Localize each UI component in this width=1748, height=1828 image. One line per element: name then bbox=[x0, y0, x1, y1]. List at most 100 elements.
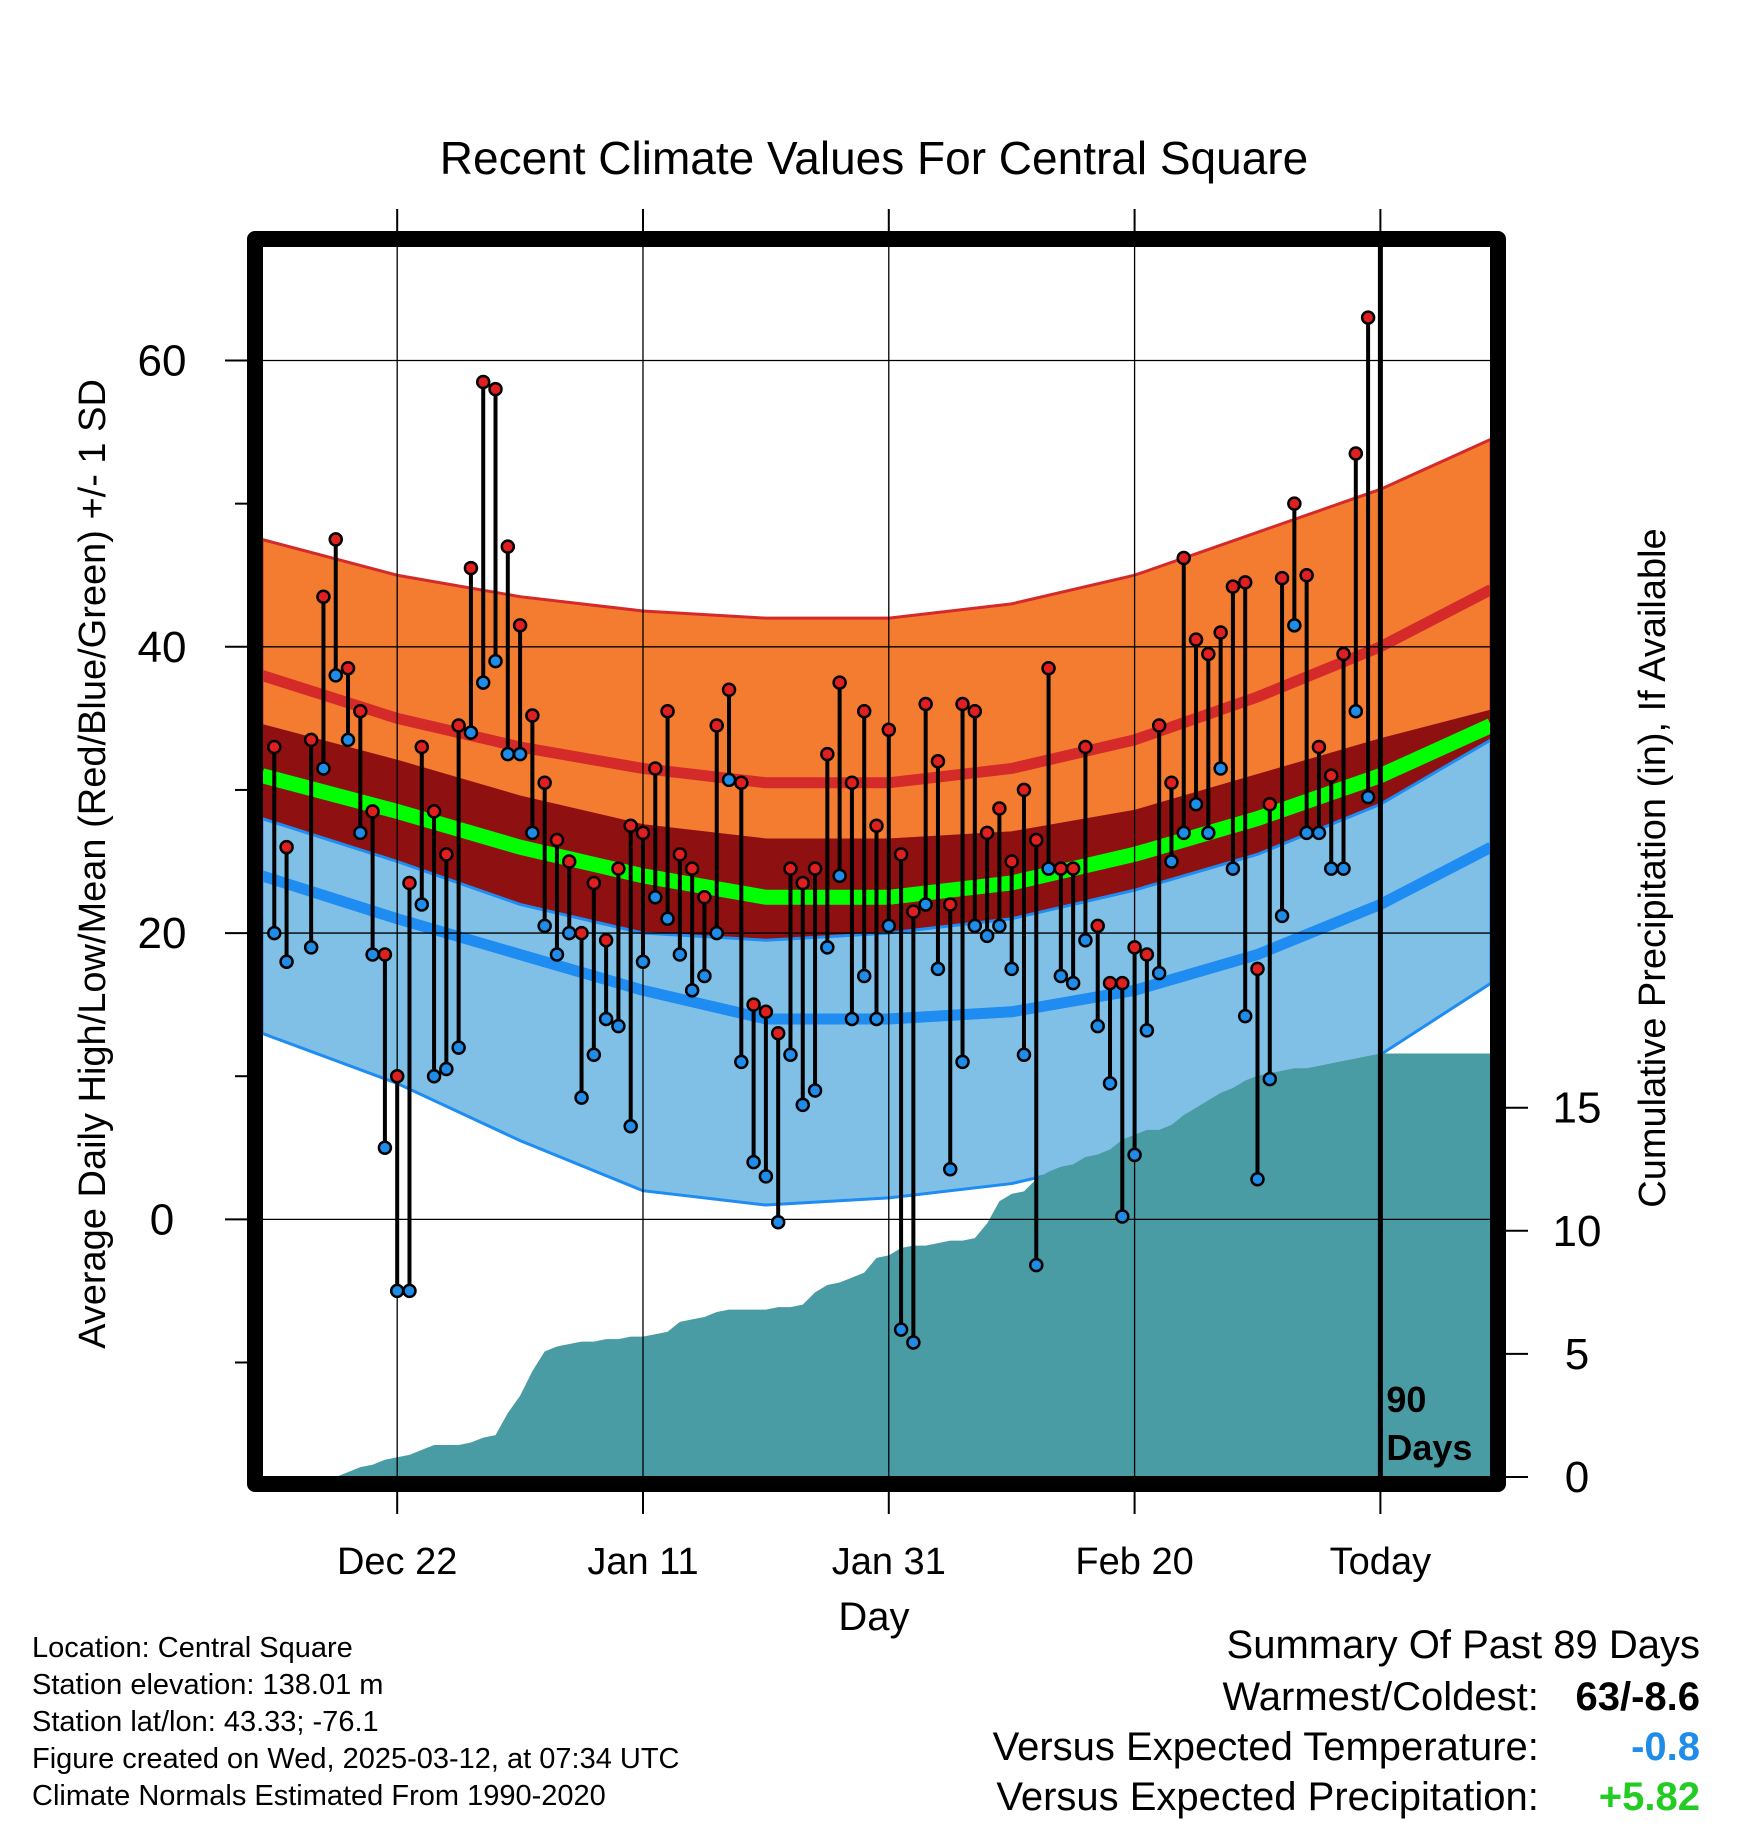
station-info: Location: Central Square Station elevati… bbox=[32, 1630, 680, 1815]
daily-low-point bbox=[303, 940, 319, 955]
daily-low-point bbox=[1004, 961, 1019, 977]
daily-low-point bbox=[734, 1054, 749, 1070]
daily-low-point bbox=[525, 825, 540, 841]
daily-low-point bbox=[807, 1083, 823, 1098]
daily-low-point bbox=[279, 954, 294, 969]
daily-high-point bbox=[795, 875, 811, 891]
daily-high-point bbox=[721, 682, 737, 697]
daily-high-point bbox=[1213, 625, 1228, 640]
daily-low-point bbox=[1078, 932, 1093, 948]
daily-low-point bbox=[1176, 825, 1191, 841]
daily-high-point bbox=[598, 932, 614, 948]
daily-low-point bbox=[930, 961, 946, 977]
daily-high-point bbox=[672, 847, 688, 862]
daily-high-point bbox=[537, 775, 552, 791]
daily-low-point bbox=[537, 918, 552, 934]
daily-high-point bbox=[1348, 446, 1364, 461]
chart-title: Recent Climate Values For Central Square bbox=[440, 132, 1308, 184]
daily-high-point bbox=[844, 775, 860, 791]
daily-low-point bbox=[549, 947, 565, 962]
daily-low-point bbox=[1139, 1023, 1155, 1038]
daily-low-point bbox=[1348, 703, 1364, 719]
daily-low-point bbox=[1274, 908, 1290, 924]
daily-low-point bbox=[488, 653, 503, 669]
daily-low-point bbox=[463, 725, 479, 740]
daily-low-point bbox=[1201, 825, 1216, 841]
daily-low-point bbox=[574, 1090, 589, 1105]
warmest-coldest-label: Warmest/Coldest: bbox=[1222, 1675, 1539, 1719]
daily-high-point bbox=[1115, 975, 1130, 991]
today-days-number: 90 bbox=[1386, 1379, 1426, 1420]
daily-high-point bbox=[303, 732, 319, 748]
daily-high-point bbox=[1053, 861, 1069, 876]
daily-high-point bbox=[783, 861, 798, 876]
daily-high-point bbox=[992, 801, 1007, 816]
daily-high-point bbox=[1016, 782, 1032, 798]
daily-high-point bbox=[1139, 947, 1155, 962]
daily-high-point bbox=[328, 532, 343, 547]
daily-low-point bbox=[389, 1283, 405, 1299]
daily-low-point bbox=[992, 918, 1007, 934]
daily-low-point bbox=[426, 1068, 442, 1084]
daily-low-point bbox=[1323, 861, 1339, 876]
daily-high-point bbox=[979, 825, 995, 841]
y-axis-label: Average Daily High/Low/Mean (Red/Blue/Gr… bbox=[72, 379, 114, 1349]
daily-low-point bbox=[1287, 618, 1302, 633]
daily-high-point bbox=[1090, 918, 1105, 934]
daily-low-point bbox=[869, 1011, 884, 1027]
daily-low-point bbox=[844, 1011, 860, 1027]
daily-high-point bbox=[512, 618, 528, 633]
daily-high-point bbox=[1262, 796, 1278, 812]
daily-high-point bbox=[770, 1026, 786, 1041]
daily-low-point bbox=[1065, 975, 1081, 991]
daily-high-point bbox=[353, 703, 368, 719]
daily-high-point bbox=[906, 904, 921, 919]
daily-low-point bbox=[1360, 789, 1376, 805]
daily-low-point bbox=[365, 947, 380, 962]
daily-high-point bbox=[1188, 632, 1204, 647]
y-tick-label: 20 bbox=[138, 909, 187, 958]
daily-low-point bbox=[979, 928, 995, 944]
daily-high-point bbox=[942, 897, 958, 912]
daily-high-point bbox=[377, 947, 393, 962]
y2-tick-label: 10 bbox=[1553, 1207, 1602, 1256]
daily-low-point bbox=[377, 1140, 393, 1156]
daily-low-point bbox=[856, 968, 872, 984]
daily-low-point bbox=[316, 761, 331, 776]
summary-precipitation: Versus Expected Precipitation: +5.82 bbox=[996, 1775, 1700, 1820]
daily-low-point bbox=[1090, 1018, 1105, 1034]
cumulative-precip-area bbox=[323, 1053, 1491, 1477]
temp-departure-value: -0.8 bbox=[1631, 1725, 1700, 1769]
daily-high-point bbox=[1041, 661, 1056, 676]
daily-high-point bbox=[340, 661, 356, 676]
y2-tick-label: 5 bbox=[1565, 1330, 1589, 1379]
daily-high-point bbox=[623, 818, 638, 833]
daily-low-point bbox=[1299, 825, 1314, 841]
daily-high-point bbox=[1336, 646, 1351, 662]
y2-tick-label: 0 bbox=[1565, 1453, 1589, 1502]
daily-high-point bbox=[463, 560, 479, 576]
daily-low-point bbox=[598, 1011, 614, 1027]
daily-high-point bbox=[402, 875, 417, 891]
daily-low-point bbox=[832, 868, 847, 884]
daily-high-point bbox=[426, 804, 442, 819]
y-tick-label: 40 bbox=[138, 623, 187, 672]
daily-high-point bbox=[832, 675, 847, 690]
daily-low-point bbox=[1029, 1257, 1044, 1273]
daily-high-point bbox=[488, 381, 503, 397]
y-tick-label: 0 bbox=[150, 1195, 174, 1244]
normals-period-line: Climate Normals Estimated From 1990-2020 bbox=[32, 1780, 606, 1812]
daily-low-point bbox=[451, 1040, 466, 1055]
plot-frame bbox=[247, 231, 1506, 1492]
daily-low-point bbox=[1336, 861, 1351, 876]
daily-high-point bbox=[562, 854, 577, 869]
daily-high-point bbox=[869, 818, 884, 833]
daily-high-point bbox=[500, 539, 516, 554]
daily-low-point bbox=[783, 1047, 798, 1062]
daily-low-point bbox=[562, 925, 577, 941]
daily-low-point bbox=[500, 746, 516, 762]
daily-high-point bbox=[439, 847, 454, 862]
daily-low-point bbox=[1102, 1076, 1118, 1091]
daily-low-point bbox=[414, 897, 430, 912]
daily-low-point bbox=[881, 918, 897, 934]
